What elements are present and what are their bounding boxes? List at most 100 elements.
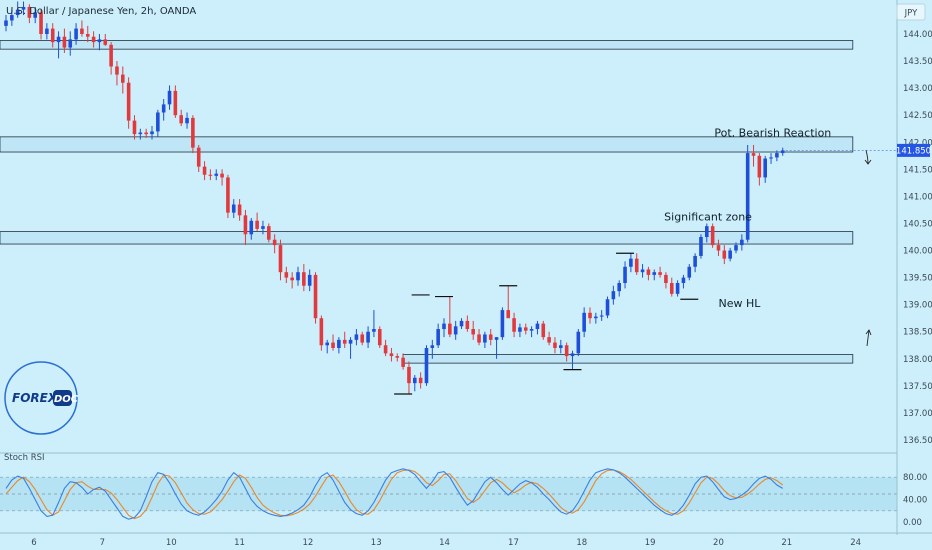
candle-body: [488, 334, 493, 340]
candle-39: [231, 199, 236, 219]
candle-29: [173, 85, 178, 118]
candle-49: [290, 272, 294, 289]
candle-body: [115, 66, 119, 75]
candle-body: [424, 347, 429, 384]
price-tick-2: 143.000: [903, 84, 932, 94]
candle-body: [313, 274, 318, 319]
annotation-2: New HL: [718, 297, 761, 310]
candle-127: [745, 144, 750, 243]
candle-body: [97, 39, 102, 43]
candle-93: [547, 331, 551, 346]
time-tick-3: 11: [234, 538, 245, 548]
candle-body: [132, 120, 137, 135]
candle-103: [605, 296, 610, 319]
candle-body: [669, 283, 674, 294]
candle-body: [126, 82, 131, 121]
candle-body: [56, 36, 61, 43]
candle-44: [261, 220, 265, 235]
candle-69: [407, 361, 411, 394]
candle-94: [553, 337, 557, 354]
candle-7: [45, 23, 49, 40]
candle-body: [675, 283, 680, 294]
candle-102: [599, 310, 604, 321]
rsi-tick-0: 80.00: [903, 473, 927, 483]
candle-body: [780, 150, 785, 154]
candle-body: [267, 226, 271, 240]
time-tick-9: 19: [645, 538, 656, 548]
candle-106: [623, 261, 627, 289]
candle-body: [161, 104, 166, 113]
candle-110: [646, 266, 651, 281]
zone-3: [402, 354, 854, 364]
price-tick-14: 137.000: [903, 409, 932, 419]
candle-123: [722, 245, 727, 265]
candle-body: [185, 117, 189, 124]
arrow-up-icon: [865, 329, 872, 347]
candle-131: [769, 153, 773, 164]
candle-130: [763, 155, 767, 183]
candle-61: [360, 331, 365, 346]
candle-76: [448, 296, 452, 338]
candle-body: [634, 258, 639, 273]
candle-body: [45, 28, 49, 34]
candle-104: [611, 285, 616, 305]
candle-13: [80, 20, 84, 37]
candle-body: [722, 250, 727, 259]
candle-body: [302, 272, 306, 286]
currency-badge[interactable]: JPY: [896, 3, 926, 21]
last-price-badge: 141.850: [896, 143, 931, 157]
candle-132: [775, 150, 779, 162]
candle-99: [582, 307, 586, 338]
candle-21: [126, 77, 131, 129]
candle-body: [284, 272, 289, 278]
stoch-rsi-panel: Stoch RSI 80.00 40.00 0.00: [0, 453, 927, 528]
candle-100: [588, 307, 592, 324]
candle-77: [453, 320, 458, 340]
candle-36: [214, 169, 219, 181]
price-tick-1: 143.500: [903, 57, 932, 67]
candle-117: [687, 264, 692, 281]
candle-55: [325, 339, 329, 354]
candle-body: [109, 44, 113, 67]
candle-body: [325, 342, 329, 346]
candle-18: [109, 42, 113, 75]
price-tick-11: 138.500: [903, 328, 932, 338]
candle-body: [296, 272, 300, 281]
price-tick-7: 140.500: [903, 219, 932, 229]
candle-88: [518, 323, 522, 338]
candle-body: [27, 6, 32, 18]
price-tick-12: 138.000: [903, 355, 932, 365]
candle-70: [413, 375, 417, 392]
candle-0: [4, 15, 8, 32]
candle-body: [249, 220, 254, 235]
candle-body: [687, 266, 692, 278]
candle-body: [506, 310, 511, 319]
candle-128: [751, 144, 756, 167]
candle-body: [436, 329, 440, 346]
zone-0: [0, 40, 854, 50]
candle-body: [740, 239, 744, 246]
candle-111: [652, 269, 657, 281]
candle-body: [611, 291, 616, 300]
candle-42: [249, 218, 254, 240]
candle-51: [302, 264, 306, 292]
candle-33: [196, 144, 201, 173]
candle-body: [710, 226, 715, 246]
candle-28: [167, 85, 172, 110]
candle-body: [231, 204, 236, 213]
candle-83: [488, 329, 493, 346]
candle-body: [354, 334, 359, 340]
candle-15: [91, 31, 96, 48]
candle-22: [132, 115, 137, 140]
logo-text-doc: DOC: [54, 394, 79, 405]
candle-body: [10, 15, 14, 21]
candle-34: [202, 161, 207, 181]
candle-body: [237, 204, 242, 216]
candle-85: [500, 307, 505, 340]
candle-4: [27, 4, 32, 24]
rsi-d-line: [5, 469, 784, 520]
candles-layer: [4, 1, 785, 395]
candle-body: [658, 272, 662, 275]
time-tick-0: 6: [31, 538, 36, 548]
